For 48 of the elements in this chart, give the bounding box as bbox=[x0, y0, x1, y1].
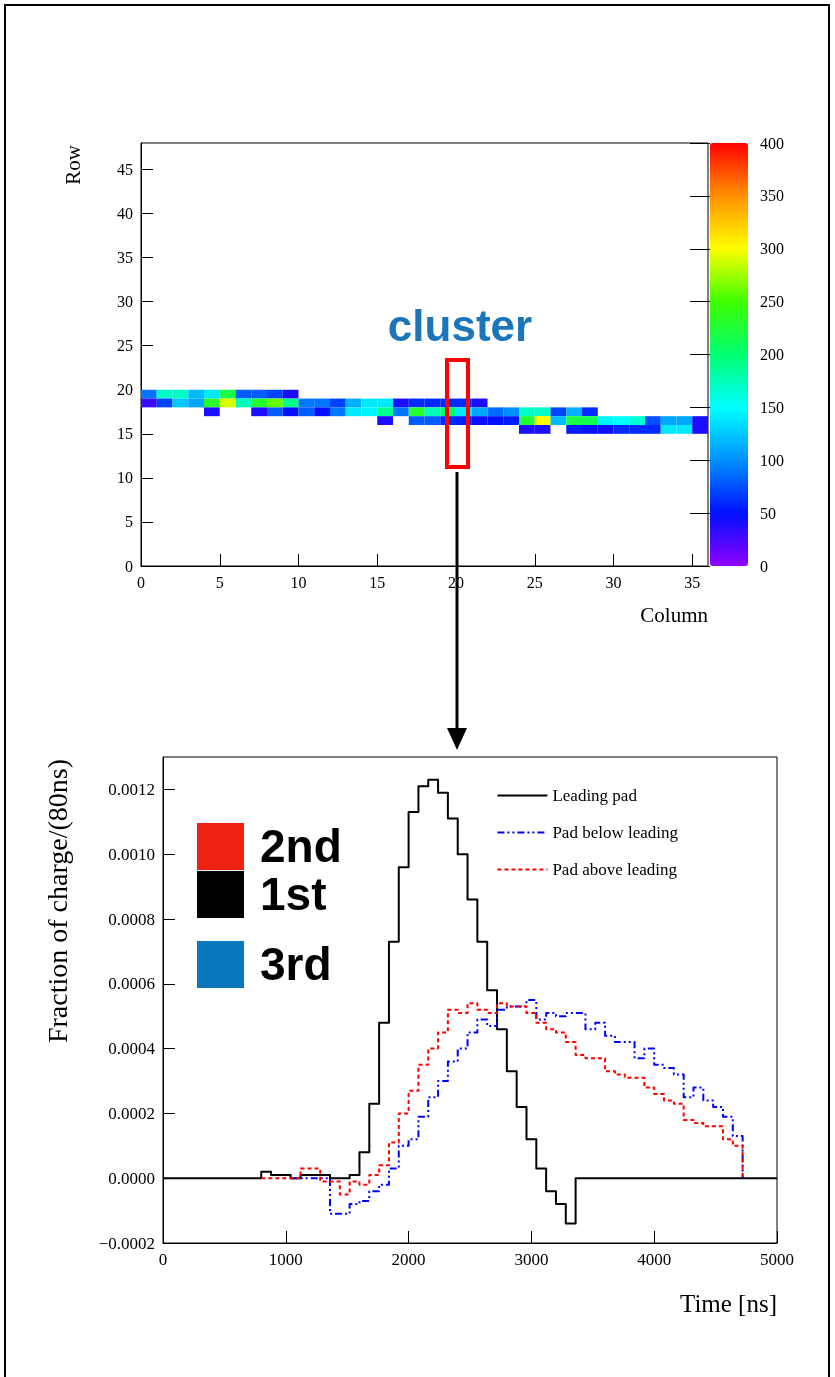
annotation: cluster bbox=[386, 300, 534, 352]
x-tick-label: 15 bbox=[369, 573, 386, 591]
color-bar-label: 250 bbox=[760, 293, 784, 311]
y-tick-label: 5 bbox=[125, 513, 133, 531]
x-tick-label: 2000 bbox=[391, 1250, 426, 1269]
x-axis-title: Time [ns] bbox=[679, 1290, 777, 1317]
color-bar-label: 0 bbox=[760, 557, 768, 575]
x-tick-label: 3000 bbox=[514, 1250, 549, 1269]
y-tick-label: −0.0002 bbox=[98, 1233, 155, 1253]
y-tick-label: 45 bbox=[117, 160, 133, 178]
y-tick-label: 20 bbox=[117, 381, 133, 399]
x-tick-label: 4000 bbox=[637, 1250, 672, 1269]
legend-label: Pad above leading bbox=[552, 860, 678, 879]
x-tick-label: 25 bbox=[526, 573, 543, 591]
x-tick-label: 5000 bbox=[760, 1250, 794, 1269]
x-tick-label: 0 bbox=[158, 1250, 168, 1269]
y-tick-label: 40 bbox=[117, 205, 133, 222]
y-axis-title: Fraction of charge/(80ns) bbox=[41, 759, 73, 1044]
y-tick-label: 15 bbox=[117, 425, 133, 443]
y-tick-label: 10 bbox=[117, 469, 133, 487]
color-bar-label: 150 bbox=[760, 398, 784, 416]
y-tick-label: 0.0010 bbox=[108, 844, 155, 864]
x-axis-title: Column bbox=[640, 602, 709, 627]
color-bar-label: 400 bbox=[760, 134, 784, 152]
legend-label: Leading pad bbox=[552, 786, 638, 805]
color-bar-label: 300 bbox=[760, 240, 784, 258]
color-bar-label: 350 bbox=[760, 187, 784, 205]
y-tick-label: 25 bbox=[117, 337, 133, 355]
color-bar-label: 50 bbox=[760, 504, 776, 522]
y-tick-label: 0.0002 bbox=[108, 1103, 155, 1123]
y-tick-label: 30 bbox=[117, 293, 133, 311]
y-tick-label: 35 bbox=[117, 249, 133, 267]
x-tick-label: 30 bbox=[605, 573, 622, 591]
y-tick-label: 0 bbox=[125, 557, 133, 575]
x-tick-label: 10 bbox=[290, 573, 307, 591]
legend-label: Pad below leading bbox=[552, 823, 679, 842]
annotation: 3rd bbox=[260, 938, 332, 990]
color-bar-label: 100 bbox=[760, 451, 784, 469]
y-tick-label: 0.0000 bbox=[108, 1168, 155, 1188]
x-tick-label: 1000 bbox=[268, 1250, 303, 1269]
y-tick-label: 0.0004 bbox=[108, 1039, 156, 1059]
y-tick-label: 0.0012 bbox=[108, 779, 155, 799]
y-tick-label: 0.0008 bbox=[108, 909, 155, 929]
y-tick-label: 0.0006 bbox=[108, 974, 155, 994]
y-axis-title: Row bbox=[60, 144, 85, 185]
color-bar-label: 200 bbox=[760, 346, 784, 363]
x-tick-label: 5 bbox=[215, 573, 224, 591]
x-tick-label: 35 bbox=[684, 573, 701, 591]
